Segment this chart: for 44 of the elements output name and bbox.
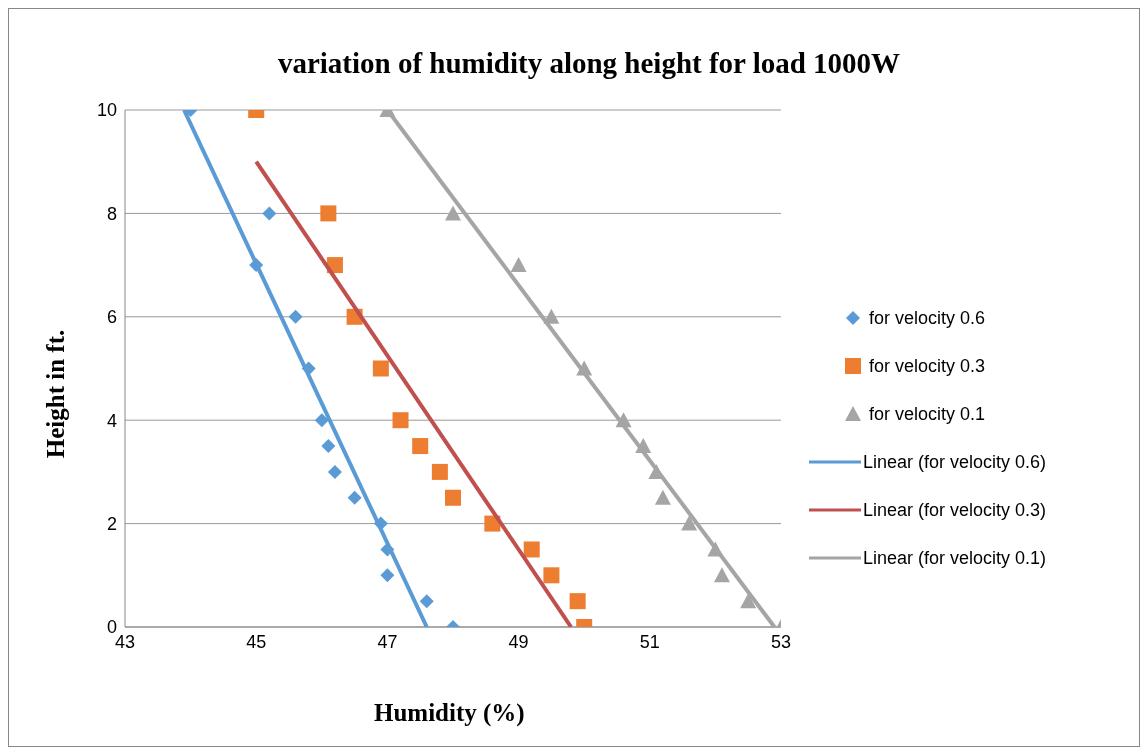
point [288,309,303,324]
legend-label: for velocity 0.1 [869,403,986,425]
legend-label: Linear (for velocity 0.6) [863,451,1047,473]
x-axis-title: Humidity (%) [374,699,525,727]
point [372,360,389,377]
point [510,257,527,273]
chart-title: variation of humidity along height for load 1000W [276,47,902,80]
y-tick-label: 0 [106,617,117,638]
point [412,438,429,455]
point [523,541,540,558]
legend-label: Linear (for velocity 0.3) [863,499,1047,521]
point [654,489,671,505]
x-tick-label: 45 [246,631,267,652]
point [392,412,409,429]
point [445,205,461,221]
x-tick-label: 49 [508,631,529,652]
point [320,205,337,222]
x-tick-label: 43 [114,631,136,652]
legend-label: for velocity 0.6 [869,307,986,329]
y-tick-label: 6 [106,307,117,328]
point [327,464,342,479]
point [314,413,329,428]
x-tick-label: 47 [377,631,398,652]
point [347,490,362,505]
y-tick-label: 4 [106,410,117,431]
point [262,206,277,221]
point [431,463,448,480]
point [543,567,560,584]
x-tick-label: 53 [770,631,792,652]
point [445,489,461,506]
legend-label: Linear (for velocity 0.1) [863,547,1047,569]
point [713,567,730,583]
y-tick-label: 8 [106,203,117,224]
y-tick-label: 10 [96,100,117,121]
point [380,568,395,583]
legend-label: for velocity 0.3 [869,355,986,377]
x-tick-label: 51 [639,631,660,652]
y-tick-label: 2 [106,513,117,534]
point [569,593,586,610]
y-axis-title: Height in ft. [42,329,70,459]
point [419,594,434,609]
point [681,515,698,531]
point [740,593,757,609]
point [321,439,336,454]
